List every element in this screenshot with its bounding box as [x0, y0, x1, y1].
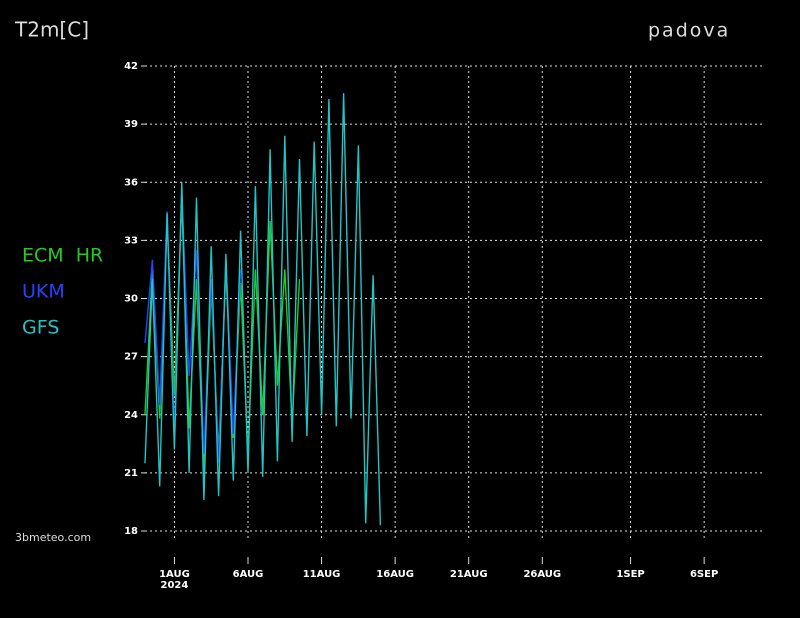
y-tick-label: 21: [124, 468, 138, 479]
y-tick-label: 39: [124, 119, 138, 130]
x-tick-label: 6SEP: [690, 569, 718, 580]
x-tick-label: 6AUG: [233, 569, 264, 580]
x-tick-label: 26AUG: [523, 569, 561, 580]
x-tick-label: 1SEP: [616, 569, 644, 580]
x-tick-label: 21AUG: [450, 569, 488, 580]
y-tick-label: 36: [124, 177, 138, 188]
y-tick-label: 33: [124, 235, 138, 246]
location: padova: [648, 20, 730, 42]
legend-entry: ECM HR: [22, 245, 103, 267]
chart-title: T2m[C]: [14, 18, 89, 42]
y-tick-label: 27: [124, 352, 138, 363]
x-tick-label: 16AUG: [376, 569, 414, 580]
y-tick-label: 24: [124, 410, 138, 421]
x-tick-label: 11AUG: [303, 569, 341, 580]
source: 3bmeteo.com: [15, 531, 91, 544]
legend-entry: GFS: [22, 317, 59, 339]
legend-entry: UKM: [22, 281, 65, 303]
y-tick-label: 18: [124, 526, 138, 537]
y-tick-label: 30: [124, 294, 138, 305]
y-tick-label: 42: [124, 61, 138, 72]
series-line: [144, 93, 382, 526]
x-tick-label: 1AUG: [159, 569, 190, 580]
x-sublabel: 2024: [161, 580, 189, 591]
